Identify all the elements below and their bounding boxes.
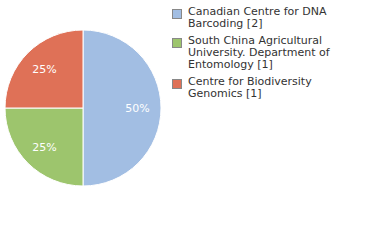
legend: Canadian Centre for DNA Barcoding [2] Sou… [172,6,372,100]
legend-swatch [172,38,182,48]
pie-slice [5,30,83,108]
data-label: 50% [125,102,149,115]
legend-swatch [172,9,182,19]
chart: 50% 25% 25% Canadian Centre for DNA Barcod… [0,0,380,240]
legend-label: Canadian Centre for DNA Barcoding [2] [188,6,358,30]
legend-entry: Centre for Biodiversity Genomics [1] [172,76,372,100]
pie-slice [83,30,161,186]
legend-swatch [172,79,182,89]
legend-entry: Canadian Centre for DNA Barcoding [2] [172,6,372,30]
legend-label: South China Agricultural University. Dep… [188,35,358,71]
pie-slice [5,108,83,186]
data-label: 25% [32,141,56,154]
legend-entry: South China Agricultural University. Dep… [172,35,372,71]
legend-label: Centre for Biodiversity Genomics [1] [188,76,358,100]
data-label: 25% [32,63,56,76]
